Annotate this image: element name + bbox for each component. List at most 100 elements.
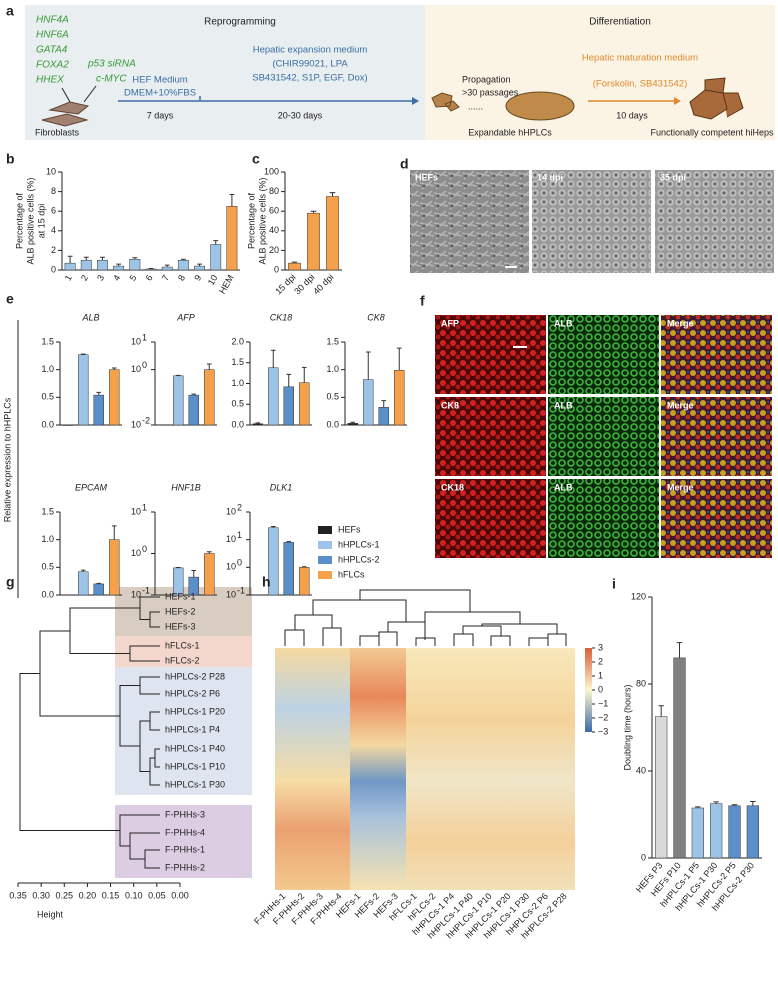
arrow-head — [412, 97, 419, 105]
fluorescence-image — [435, 315, 546, 394]
differentiation-box — [425, 5, 775, 140]
y-tick-label: 10 — [226, 506, 236, 516]
error-bar — [365, 351, 371, 380]
leaf-label: hHPLCs-2 P28 — [165, 671, 225, 681]
header: Reprogramming — [204, 17, 276, 28]
scale-bar — [513, 346, 527, 348]
gene: HHEX — [36, 75, 64, 86]
chart-title: EPCAM — [75, 482, 108, 492]
error-bar — [67, 255, 73, 264]
leaf-label: F-PHHs-1 — [165, 844, 205, 854]
y-tick-label: 10 — [131, 336, 141, 346]
label: Expandable hHPLCs — [468, 127, 552, 137]
y-tick-exponent: 1 — [142, 502, 147, 512]
panel-letter: h — [262, 574, 271, 590]
leaf-label: hHPLCs-1 P40 — [165, 743, 225, 753]
x-tick-label: 3 — [95, 273, 106, 282]
error-bar — [301, 566, 307, 568]
heatmap-texture — [275, 648, 575, 890]
cell-icon — [431, 92, 460, 112]
gene: c-MYC — [96, 74, 127, 85]
error-bar — [396, 347, 402, 371]
image-label: ALB — [554, 318, 573, 328]
error-bar — [206, 363, 212, 370]
bar — [283, 386, 294, 426]
y-tick-label: 1.5 — [326, 336, 339, 346]
bar — [194, 265, 205, 271]
y-tick-exponent: 0 — [142, 544, 147, 554]
error-bar — [731, 804, 738, 806]
x-tick-label: 0.25 — [56, 890, 74, 900]
panel-letter: g — [6, 574, 15, 590]
fluorescence-image — [661, 397, 772, 476]
bar — [78, 354, 89, 426]
gene: HNF4A — [36, 15, 69, 26]
label: Fibroblasts — [35, 127, 80, 137]
x-tick-label: 6 — [144, 273, 155, 282]
error-bar — [695, 806, 701, 808]
x-tick-label: 10 — [206, 273, 220, 287]
error-bar — [191, 393, 197, 396]
y-tick-exponent: 0 — [237, 558, 242, 568]
y-tick-label: 10 — [131, 419, 141, 429]
y-axis-label: Doubling time (hours) — [622, 684, 632, 770]
y-tick-label: 40 — [636, 765, 646, 775]
y-tick-label: 0.5 — [41, 392, 54, 402]
bar — [252, 423, 263, 426]
bar — [691, 807, 704, 859]
colorbar-label: 0 — [598, 684, 603, 694]
y-tick-label: 1.0 — [41, 534, 54, 544]
bar — [288, 262, 301, 271]
error-bar — [676, 642, 683, 658]
y-tick-label: 80 — [636, 678, 646, 688]
image-label: Merge — [667, 400, 694, 410]
error-bar — [291, 261, 298, 264]
y-tick-exponent: -1 — [237, 585, 245, 595]
medium: (CHIR99021, LPA — [272, 59, 348, 70]
gene: GATA4 — [36, 45, 68, 56]
fibroblast-icon — [41, 101, 90, 127]
panel-letter: d — [400, 156, 409, 172]
bar — [129, 258, 141, 271]
duration: 10 days — [616, 110, 648, 120]
bar — [109, 539, 120, 596]
x-tick-label: 30 dpi — [292, 272, 316, 296]
medium: SB431542, S1P, EGF, Dox) — [252, 73, 367, 84]
header: Differentiation — [589, 17, 651, 28]
y-tick-label: 0.0 — [326, 419, 339, 429]
bar — [394, 369, 405, 426]
x-tick-label: 0.20 — [79, 890, 97, 900]
label: ...... — [468, 101, 483, 111]
reprogramming-box — [25, 5, 425, 140]
y-tick-label: 0.5 — [326, 392, 339, 402]
y-tick-label: 10 — [46, 166, 56, 176]
bar — [655, 716, 668, 859]
colorbar-label: −1 — [598, 698, 608, 708]
bar — [97, 259, 108, 271]
bar — [188, 394, 199, 426]
error-bar — [713, 801, 719, 804]
image-label: CK8 — [441, 400, 459, 410]
duration: 7 days — [147, 110, 174, 120]
medium: Hepatic maturation medium — [582, 53, 698, 64]
micrograph — [532, 170, 651, 273]
leaf-label: hFLCs-1 — [165, 640, 200, 650]
y-tick-label: 80 — [269, 186, 279, 196]
y-axis-label: Relative expression to hHPLCs — [2, 397, 12, 522]
y-tick-label: 1.0 — [231, 378, 244, 388]
fluorescence-image — [661, 315, 772, 394]
leaf-label: hFLCs-2 — [165, 655, 200, 665]
x-tick-label: 8 — [176, 273, 187, 282]
bar — [145, 268, 157, 271]
leaf-label: HEFs-3 — [165, 621, 196, 631]
y-tick-exponent: -1 — [142, 585, 150, 595]
y-tick-exponent: 2 — [237, 502, 242, 512]
fluorescence-image — [548, 397, 659, 476]
bar — [226, 206, 238, 271]
x-tick-label: 0.00 — [171, 890, 189, 900]
bar — [363, 379, 374, 426]
x-tick-label: 0.30 — [32, 890, 50, 900]
bar — [673, 657, 686, 859]
x-tick-label: 0.10 — [125, 890, 143, 900]
y-tick-exponent: 1 — [142, 332, 147, 342]
